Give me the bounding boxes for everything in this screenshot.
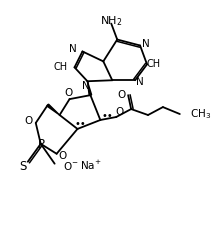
Text: NH$_2$: NH$_2$ [100, 14, 122, 28]
Text: CH: CH [147, 59, 161, 69]
Text: O: O [59, 151, 67, 161]
Text: CH$_3$: CH$_3$ [190, 107, 211, 121]
Text: Na$^{+}$: Na$^{+}$ [81, 159, 102, 172]
Text: O: O [25, 116, 33, 126]
Text: O: O [117, 90, 125, 100]
Text: O: O [115, 107, 123, 117]
Text: ••: •• [102, 111, 113, 121]
Text: P: P [38, 138, 45, 151]
Text: O: O [64, 88, 73, 98]
Text: N: N [69, 44, 76, 55]
Text: O$^{-}$: O$^{-}$ [63, 160, 78, 172]
Text: ••: •• [75, 119, 86, 129]
Text: N: N [136, 77, 144, 87]
Text: N: N [82, 81, 89, 91]
Polygon shape [47, 104, 60, 115]
Text: CH: CH [53, 62, 68, 72]
Polygon shape [87, 81, 92, 95]
Text: N: N [142, 39, 150, 50]
Text: S: S [19, 160, 27, 173]
